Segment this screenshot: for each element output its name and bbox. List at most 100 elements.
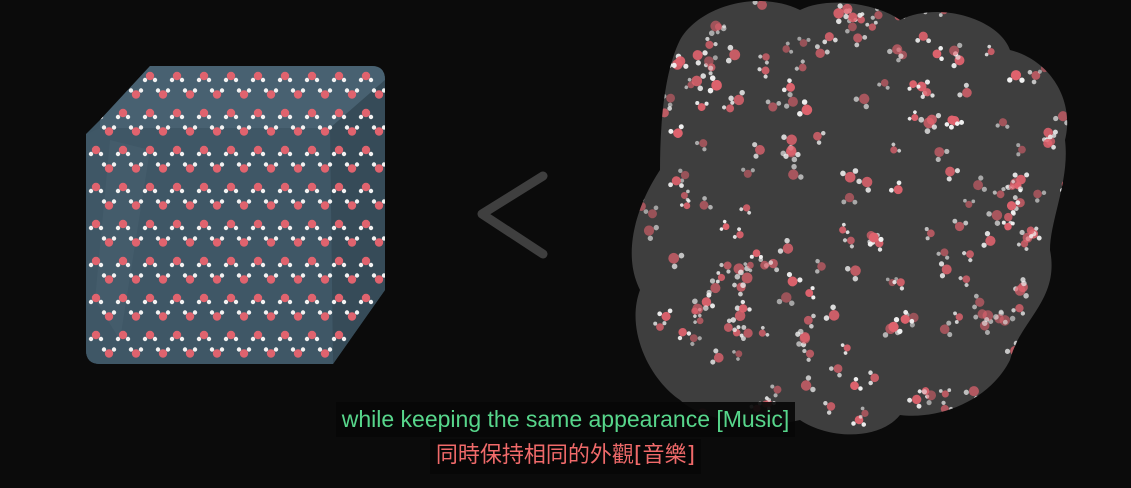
water-molecule <box>668 176 684 188</box>
water-molecule <box>169 256 185 268</box>
water-molecule <box>732 227 744 239</box>
water-molecule <box>1016 143 1026 157</box>
water-molecule <box>781 78 796 93</box>
water-molecule <box>88 293 104 305</box>
water-molecule <box>758 325 770 337</box>
water-molecule <box>142 182 158 194</box>
water-molecule <box>317 162 333 173</box>
water-molecule <box>738 269 753 289</box>
water-molecule <box>101 273 117 284</box>
water-molecule <box>142 71 158 83</box>
water-molecule <box>851 415 867 427</box>
water-molecule <box>837 3 853 20</box>
water-molecule <box>331 71 347 83</box>
water-molecule <box>277 293 293 305</box>
water-molecule <box>209 347 225 358</box>
water-molecule <box>1005 179 1016 191</box>
water-molecule <box>693 313 704 325</box>
water-molecule <box>290 347 306 358</box>
water-molecule <box>984 44 995 57</box>
water-molecule <box>128 162 144 173</box>
water-molecule <box>631 127 646 144</box>
water-molecule <box>358 293 374 305</box>
water-molecule <box>707 75 722 94</box>
water-molecule <box>783 145 801 159</box>
water-molecule <box>317 236 333 247</box>
water-molecule <box>277 219 293 231</box>
water-molecule <box>963 198 976 208</box>
water-molecule <box>796 328 811 347</box>
water-molecule <box>142 145 158 157</box>
water-molecule <box>196 145 212 157</box>
water-molecule <box>953 311 964 324</box>
water-molecule <box>182 88 198 99</box>
water-molecule <box>926 113 942 130</box>
water-molecule <box>743 261 754 273</box>
water-molecule <box>1046 1 1061 13</box>
water-molecule <box>331 256 347 268</box>
water-molecule <box>344 310 360 321</box>
water-molecule <box>668 252 685 270</box>
water-molecule <box>223 330 239 342</box>
water-molecule <box>317 310 333 321</box>
water-molecule <box>317 125 333 136</box>
water-molecule <box>782 41 794 54</box>
water-molecule <box>115 182 131 194</box>
water-molecule <box>196 219 212 231</box>
water-molecule <box>263 162 279 173</box>
water-molecule <box>182 199 198 210</box>
water-molecule <box>1021 336 1035 350</box>
water-molecule <box>88 108 104 120</box>
water-molecule <box>101 88 117 99</box>
water-molecule <box>209 236 225 247</box>
water-molecule <box>277 71 293 83</box>
water-molecule <box>657 308 673 321</box>
water-molecule <box>290 88 306 99</box>
water-molecule <box>907 110 919 122</box>
water-molecule <box>331 108 347 120</box>
water-molecule <box>939 320 953 338</box>
water-molecule <box>182 162 198 173</box>
water-molecule <box>932 46 944 62</box>
water-molecule <box>938 261 952 279</box>
water-molecule <box>277 330 293 342</box>
water-molecule <box>952 218 969 232</box>
water-molecule <box>715 271 726 284</box>
water-molecule <box>868 370 880 386</box>
water-molecule <box>887 44 904 59</box>
water-molecule <box>973 175 987 192</box>
water-molecule <box>841 192 858 205</box>
water-molecule <box>344 162 360 173</box>
water-molecule <box>223 71 239 83</box>
water-molecule <box>209 310 225 321</box>
water-molecule <box>304 330 320 342</box>
water-molecule <box>995 118 1010 129</box>
water-molecule <box>209 199 225 210</box>
water-molecule <box>844 265 861 282</box>
water-molecule <box>358 330 374 342</box>
water-molecule <box>858 406 869 419</box>
water-molecule <box>714 23 727 35</box>
water-molecule <box>721 100 735 113</box>
water-molecule <box>1032 316 1047 331</box>
subtitle-english: while keeping the same appearance [Music… <box>335 402 796 437</box>
water-molecule <box>236 236 252 247</box>
water-molecule <box>250 108 266 120</box>
water-molecule <box>888 180 903 195</box>
water-molecule <box>770 384 782 398</box>
water-molecule <box>934 147 950 163</box>
water-molecule <box>317 273 333 284</box>
water-molecule <box>1053 111 1068 126</box>
water-molecule <box>250 293 266 305</box>
water-molecule <box>277 182 293 194</box>
water-molecule <box>358 182 374 194</box>
water-molecule <box>668 124 684 138</box>
water-molecule <box>945 166 960 182</box>
water-molecule <box>637 50 651 65</box>
water-molecule <box>733 263 750 280</box>
water-molecule <box>973 309 990 323</box>
water-molecule <box>223 182 239 194</box>
water-molecule <box>155 199 171 210</box>
water-molecule <box>290 199 306 210</box>
